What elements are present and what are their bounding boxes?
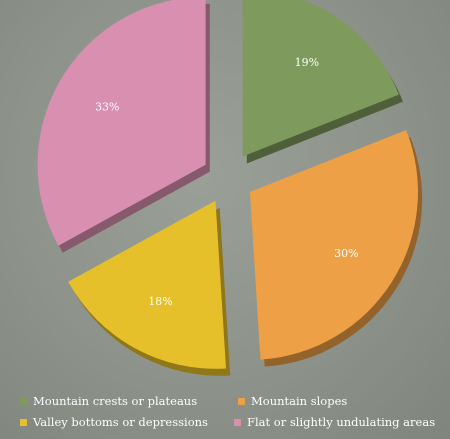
data-label-mountain-crests: 19%	[295, 56, 319, 69]
legend-item-flat-areas: Flat or slightly undulating areas	[234, 415, 435, 429]
legend-swatch	[234, 418, 241, 426]
slice-valley-bottoms-top	[68, 200, 227, 369]
data-label-mountain-slopes: 30%	[334, 247, 358, 260]
legend-item-valley-bottoms: Valley bottoms or depressions	[20, 415, 208, 429]
slice-flat-areas-top	[37, 0, 206, 246]
legend-swatch	[238, 397, 245, 405]
legend-swatch	[20, 397, 27, 405]
legend-item-mountain-slopes: Mountain slopes	[238, 394, 347, 408]
slice-mountain-slopes-top	[249, 130, 418, 360]
legend-label: Flat or slightly undulating areas	[247, 415, 436, 429]
legend-item-mountain-crests: Mountain crests or plateaus	[20, 394, 197, 408]
slice-mountain-crests	[242, 0, 404, 164]
legend-swatch	[20, 418, 27, 426]
slice-mountain-slopes	[249, 130, 423, 367]
pie-chart: 19% 30% 18% 33%	[37, 0, 423, 376]
legend-label: Mountain slopes	[251, 394, 348, 408]
legend-label: Mountain crests or plateaus	[33, 394, 198, 408]
data-label-valley-bottoms: 18%	[148, 295, 172, 308]
slice-flat-areas	[37, 0, 210, 253]
legend-label: Valley bottoms or depressions	[33, 415, 208, 429]
slice-valley-bottoms	[68, 200, 231, 376]
slice-mountain-crests-top	[242, 0, 399, 157]
data-label-flat-areas: 33%	[95, 101, 119, 114]
chart-legend: Mountain crests or plateaus Mountain slo…	[0, 394, 450, 436]
